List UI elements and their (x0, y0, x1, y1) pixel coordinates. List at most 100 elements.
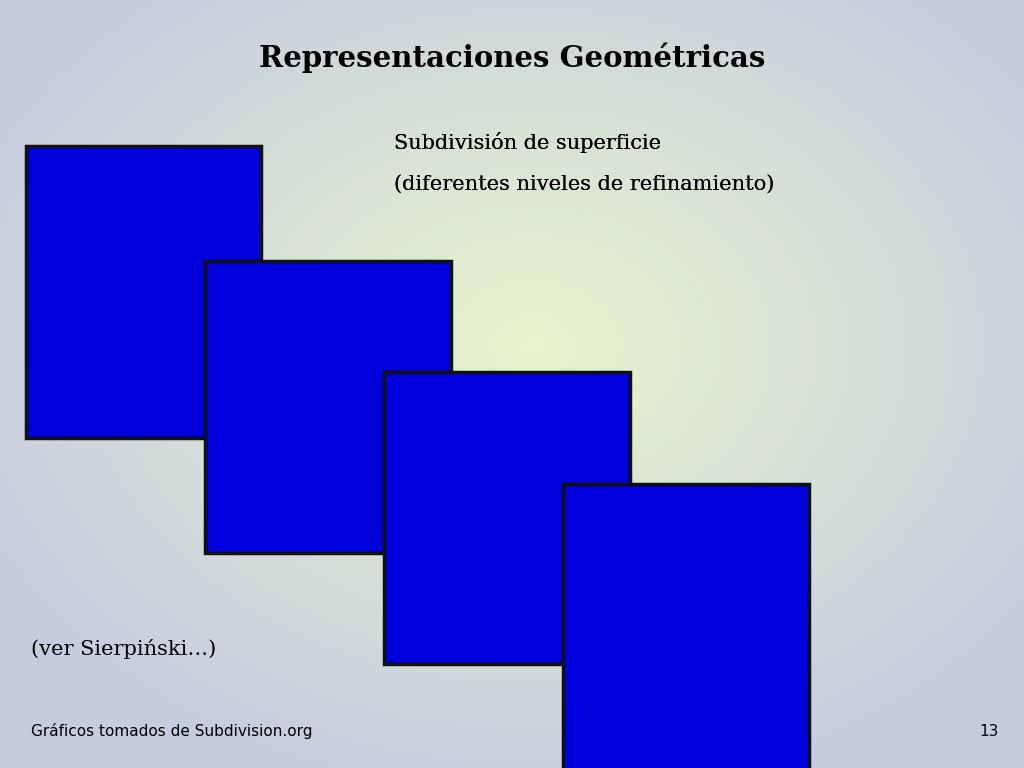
Polygon shape (626, 588, 746, 671)
Polygon shape (252, 356, 403, 458)
Polygon shape (610, 578, 762, 681)
Polygon shape (641, 598, 731, 661)
Polygon shape (143, 316, 211, 389)
Polygon shape (244, 350, 412, 464)
Polygon shape (438, 472, 575, 565)
Polygon shape (451, 479, 563, 558)
Bar (563, 484, 809, 768)
Polygon shape (454, 482, 560, 555)
Polygon shape (427, 465, 587, 572)
Polygon shape (271, 368, 384, 446)
Polygon shape (423, 462, 591, 575)
Polygon shape (291, 380, 365, 434)
Polygon shape (255, 358, 400, 456)
Polygon shape (427, 465, 587, 572)
Polygon shape (606, 576, 766, 684)
Text: (diferentes niveles de refinamiento): (diferentes niveles de refinamiento) (394, 175, 774, 194)
Polygon shape (76, 174, 146, 243)
Polygon shape (602, 573, 770, 687)
Polygon shape (645, 601, 727, 659)
Polygon shape (454, 482, 560, 555)
Polygon shape (143, 296, 180, 341)
Polygon shape (76, 223, 79, 341)
Polygon shape (176, 243, 211, 341)
Polygon shape (143, 321, 214, 389)
Polygon shape (442, 474, 571, 563)
Polygon shape (114, 223, 180, 321)
Bar (205, 261, 451, 553)
Polygon shape (451, 479, 563, 558)
Polygon shape (602, 573, 770, 687)
Text: (diferentes niveles de refinamiento): (diferentes niveles de refinamiento) (394, 175, 774, 194)
Polygon shape (79, 174, 214, 369)
Polygon shape (434, 469, 580, 568)
Text: Representaciones Geométricas: Representaciones Geométricas (259, 42, 765, 73)
Polygon shape (462, 487, 552, 550)
Polygon shape (622, 585, 751, 674)
Polygon shape (287, 378, 369, 436)
Text: Subdivisión de superficie: Subdivisión de superficie (394, 131, 662, 153)
Polygon shape (248, 353, 408, 461)
Polygon shape (423, 462, 591, 575)
Polygon shape (630, 591, 742, 669)
Polygon shape (470, 492, 544, 545)
Bar (384, 372, 630, 664)
Polygon shape (111, 296, 146, 341)
Polygon shape (283, 376, 373, 439)
Polygon shape (630, 591, 742, 669)
Bar (26, 146, 261, 438)
Polygon shape (458, 484, 556, 553)
Text: Subdivisión de superficie: Subdivisión de superficie (394, 131, 662, 153)
Polygon shape (76, 243, 111, 341)
Polygon shape (617, 583, 755, 677)
Polygon shape (291, 380, 365, 434)
Polygon shape (111, 223, 146, 267)
Polygon shape (176, 247, 180, 316)
Text: 13: 13 (979, 723, 998, 739)
Polygon shape (143, 223, 180, 267)
Polygon shape (244, 350, 412, 464)
Polygon shape (431, 467, 583, 570)
Polygon shape (622, 585, 751, 674)
Polygon shape (446, 477, 567, 560)
Polygon shape (267, 366, 388, 449)
Polygon shape (633, 593, 739, 667)
Polygon shape (111, 247, 114, 316)
Polygon shape (267, 366, 388, 449)
Polygon shape (613, 581, 759, 679)
Polygon shape (271, 368, 384, 446)
Polygon shape (259, 360, 396, 454)
Polygon shape (263, 362, 392, 452)
Polygon shape (458, 484, 556, 553)
Polygon shape (143, 174, 214, 243)
Polygon shape (446, 477, 567, 560)
Polygon shape (423, 462, 591, 575)
Polygon shape (244, 350, 412, 464)
Polygon shape (76, 321, 146, 389)
Polygon shape (283, 376, 373, 439)
Polygon shape (633, 593, 739, 667)
Polygon shape (617, 583, 755, 677)
Polygon shape (287, 378, 369, 436)
Polygon shape (76, 194, 143, 267)
Polygon shape (641, 598, 731, 661)
Polygon shape (211, 223, 214, 341)
Polygon shape (252, 356, 403, 458)
Polygon shape (248, 353, 408, 461)
Polygon shape (279, 372, 377, 442)
Polygon shape (438, 472, 575, 565)
Polygon shape (626, 588, 746, 671)
Polygon shape (649, 603, 723, 657)
Polygon shape (613, 581, 759, 679)
Polygon shape (431, 467, 583, 570)
Polygon shape (274, 370, 381, 444)
Polygon shape (637, 595, 735, 664)
Polygon shape (274, 370, 381, 444)
Polygon shape (645, 601, 727, 659)
Text: Gráficos tomados de Subdivision.org: Gráficos tomados de Subdivision.org (31, 723, 312, 739)
Polygon shape (606, 576, 766, 684)
Polygon shape (470, 492, 544, 545)
Polygon shape (143, 194, 211, 267)
Polygon shape (263, 362, 392, 452)
Polygon shape (442, 474, 571, 563)
